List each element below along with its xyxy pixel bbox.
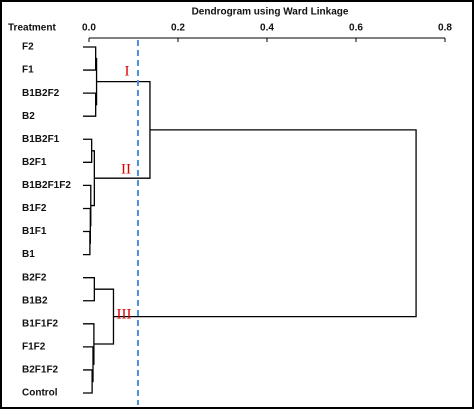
leaf-label: B2F1F2: [22, 365, 59, 376]
leaf-label: F2: [22, 42, 34, 53]
cluster-label: I: [125, 63, 130, 79]
leaf-label: B1B2F1F2: [22, 180, 71, 191]
cluster-label: II: [121, 161, 131, 177]
leaf-label: B2: [22, 111, 35, 122]
cluster-label: III: [117, 306, 132, 322]
branch: [113, 129, 417, 318]
leaf-label: F1F2: [22, 342, 46, 353]
leaf-header: Treatment: [8, 23, 56, 34]
leaf-label: Control: [22, 388, 58, 399]
x-tick-label: 0.0: [82, 23, 96, 34]
x-tick-label: 0.2: [171, 23, 185, 34]
x-tick-label: 0.8: [438, 23, 452, 34]
x-tick-label: 0.6: [349, 23, 363, 34]
x-tick-label: 0.4: [260, 23, 274, 34]
leaf-label: B1B2F1: [22, 134, 60, 145]
leaf-label: B1: [22, 249, 35, 260]
chart-title: Dendrogram using Ward Linkage: [192, 7, 349, 18]
leaf-label: B1F1F2: [22, 318, 59, 329]
leaf-label: F1: [22, 65, 34, 76]
leaf-label: B1B2: [22, 295, 48, 306]
leaf-label: B2F1: [22, 157, 47, 168]
leaf-label: B1F1: [22, 226, 47, 237]
leaf-label: B1B2F2: [22, 88, 60, 99]
leaf-label: B1F2: [22, 203, 47, 214]
leaf-label: B2F2: [22, 272, 47, 283]
